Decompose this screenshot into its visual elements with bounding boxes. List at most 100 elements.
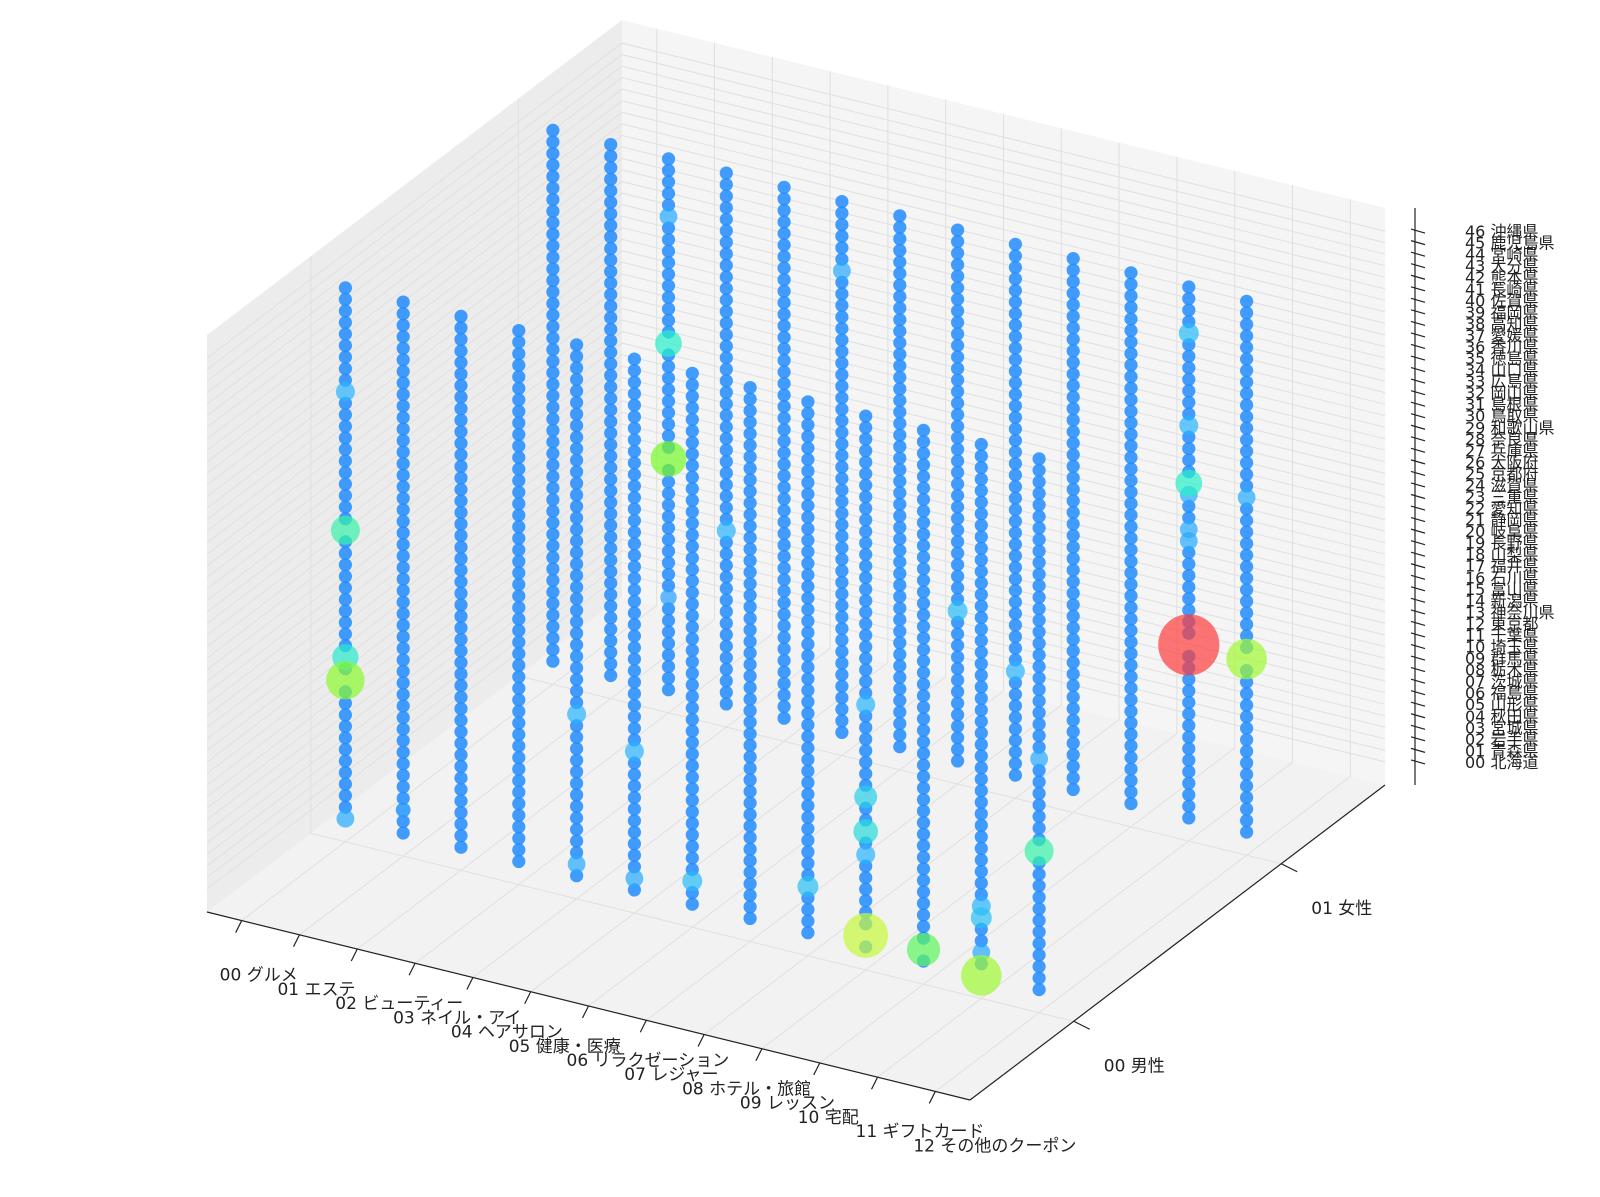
data-point	[916, 677, 931, 691]
data-point	[777, 526, 791, 541]
data-point	[1008, 480, 1023, 494]
data-point	[512, 416, 526, 430]
data-point	[454, 702, 468, 716]
data-point	[1032, 579, 1046, 593]
data-point	[974, 622, 988, 636]
data-point	[859, 871, 873, 885]
data-point	[570, 615, 584, 629]
data-point	[570, 603, 584, 617]
data-point	[396, 341, 410, 355]
grid-line-x	[645, 128, 1062, 1021]
data-point	[685, 401, 699, 415]
data-point	[1008, 607, 1023, 621]
data-point	[835, 218, 849, 232]
data-point	[1182, 349, 1196, 363]
data-point	[1008, 745, 1023, 759]
data-point	[396, 399, 410, 413]
data-point	[546, 343, 560, 357]
data-point	[685, 701, 699, 715]
data-point	[801, 602, 815, 617]
data-point	[570, 546, 584, 560]
data-point	[1240, 537, 1254, 551]
data-point	[338, 592, 352, 607]
data-point	[719, 662, 733, 676]
data-point	[604, 230, 618, 244]
data-point	[974, 726, 988, 740]
data-point	[916, 873, 931, 888]
data-point	[454, 609, 468, 624]
data-point	[951, 408, 965, 422]
data-point	[719, 201, 733, 215]
data-point	[1182, 753, 1196, 767]
data-point	[1066, 678, 1080, 693]
data-point	[1008, 630, 1023, 644]
data-point	[546, 470, 560, 484]
x-tick-label: 02 ビューティー	[335, 994, 463, 1014]
z-tick	[1410, 540, 1426, 546]
data-point	[604, 484, 618, 498]
data-point	[512, 462, 526, 476]
data-point	[396, 780, 410, 794]
data-point	[801, 522, 815, 536]
data-point	[1066, 355, 1080, 369]
data-point	[974, 749, 988, 763]
data-point	[604, 415, 618, 429]
data-point	[1032, 659, 1046, 674]
data-point	[974, 437, 988, 452]
data-point	[951, 419, 965, 433]
data-point	[512, 681, 526, 695]
data-point	[661, 186, 676, 201]
data-point	[801, 556, 815, 571]
data-point	[604, 172, 618, 186]
z-tick	[1410, 343, 1426, 350]
data-point	[1240, 687, 1254, 701]
z-tick-label: 33 広島県	[1465, 372, 1538, 391]
x-tick	[408, 963, 416, 976]
data-point	[1240, 710, 1254, 724]
data-point	[777, 319, 791, 333]
data-point	[1124, 658, 1138, 672]
data-point	[685, 539, 699, 554]
data-point	[570, 430, 584, 444]
data-point	[916, 712, 931, 726]
data-point	[1124, 450, 1138, 464]
x-tick	[292, 934, 301, 948]
data-point	[777, 203, 791, 217]
z-tick	[1410, 390, 1426, 396]
data-point	[1008, 272, 1023, 286]
data-point	[1008, 353, 1023, 367]
data-point	[893, 243, 907, 257]
data-point	[627, 421, 642, 435]
data-point	[685, 712, 699, 727]
data-point	[512, 693, 526, 707]
data-point	[604, 599, 618, 613]
data-point	[1240, 560, 1254, 574]
data-point	[661, 567, 676, 581]
data-point	[951, 385, 965, 399]
data-point	[835, 483, 849, 497]
data-point	[396, 734, 410, 748]
data-point	[1008, 457, 1023, 471]
data-point	[859, 651, 873, 666]
data-point	[1066, 252, 1080, 266]
z-tick-label: 04 秋田県	[1465, 707, 1538, 726]
data-point	[627, 479, 642, 493]
data-point	[661, 521, 676, 535]
data-point	[719, 455, 733, 469]
data-point	[1066, 736, 1080, 750]
data-point	[801, 452, 815, 467]
data-point	[835, 529, 849, 543]
data-point	[1066, 540, 1080, 554]
data-point	[801, 545, 815, 559]
grid-line-x	[934, 199, 1351, 1092]
data-point	[835, 368, 849, 382]
data-point	[546, 227, 560, 241]
data-point	[661, 198, 676, 212]
data-point	[685, 378, 699, 392]
data-point	[1032, 729, 1046, 743]
data-point	[916, 573, 931, 587]
data-point	[1240, 698, 1254, 712]
z-tick	[1410, 586, 1426, 592]
data-point	[916, 908, 931, 922]
data-point	[655, 330, 682, 357]
